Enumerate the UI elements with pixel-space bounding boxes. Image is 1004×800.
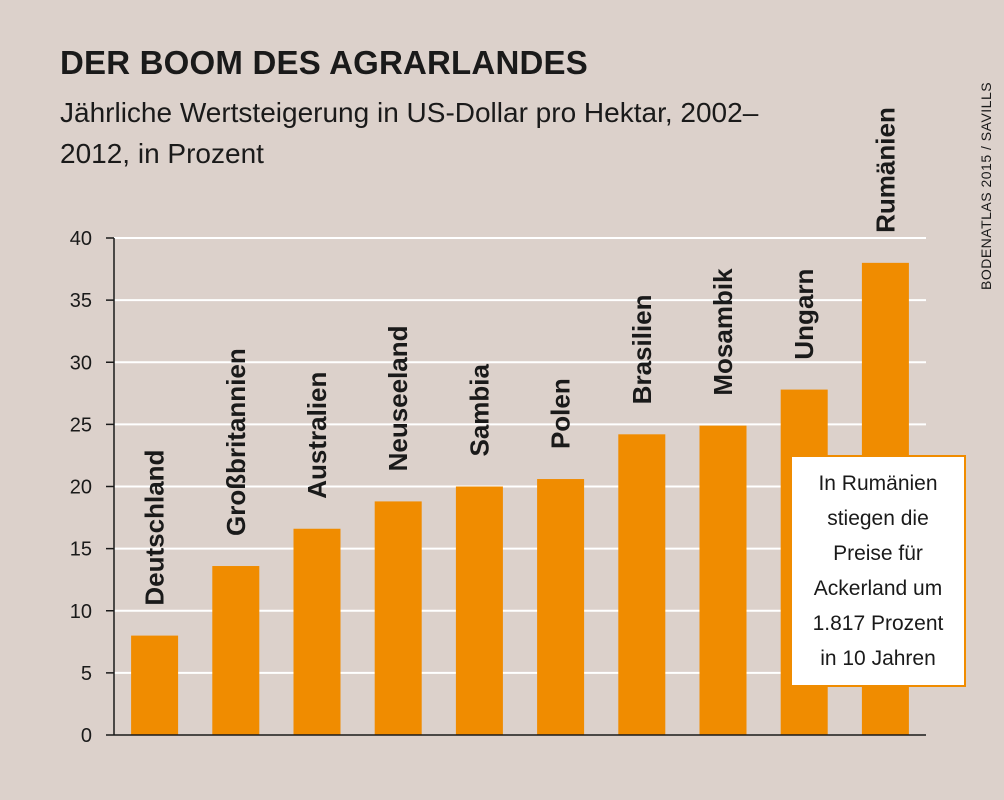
- y-tick-label: 30: [70, 352, 92, 374]
- bar: [131, 635, 179, 735]
- category-label: Australien: [302, 372, 332, 499]
- chart-title: DER BOOM DES AGRARLANDES: [60, 44, 588, 81]
- bar: [212, 566, 260, 735]
- bar: [699, 425, 747, 735]
- romania-callout: In Rumänien stiegen die Preise für Acker…: [790, 455, 966, 687]
- y-tick-label: 35: [70, 290, 92, 312]
- category-label: Deutschland: [140, 450, 170, 606]
- category-label: Neuseeland: [383, 325, 413, 471]
- category-label: Großbritannien: [221, 348, 251, 536]
- bar: [374, 501, 422, 735]
- y-tick-label: 40: [70, 228, 92, 250]
- y-tick-label: 25: [70, 414, 92, 436]
- category-label: Brasilien: [627, 294, 657, 404]
- y-tick-label: 20: [70, 477, 92, 499]
- y-tick-label: 0: [81, 725, 92, 747]
- category-label: Mosambik: [708, 268, 738, 396]
- bar: [455, 486, 503, 735]
- y-tick-label: 10: [70, 601, 92, 623]
- category-label: Sambia: [464, 363, 494, 456]
- bar: [293, 528, 341, 735]
- category-label: Rumänien: [870, 107, 900, 233]
- bar: [537, 479, 585, 735]
- y-tick-label: 15: [70, 539, 92, 561]
- bar: [618, 434, 666, 735]
- category-label: Ungarn: [789, 269, 819, 360]
- chart-subtitle: Jährliche Wertsteigerung in US-Dollar pr…: [60, 97, 759, 169]
- category-label: Polen: [546, 378, 576, 449]
- y-tick-label: 5: [81, 663, 92, 685]
